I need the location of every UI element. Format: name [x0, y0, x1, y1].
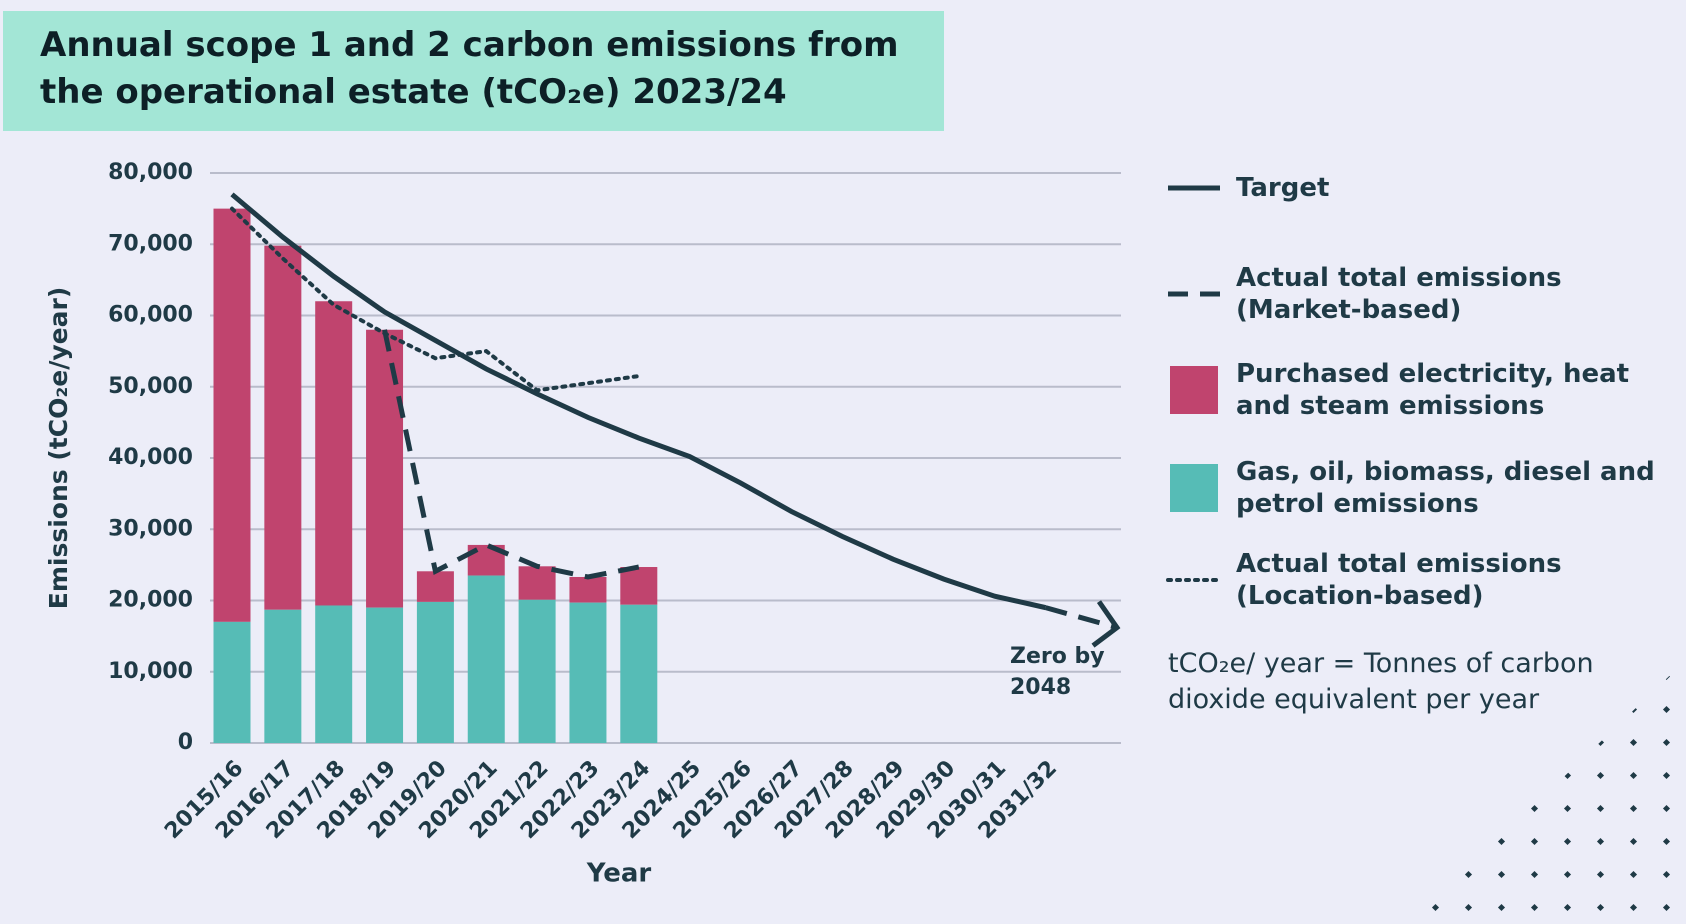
arrow-head: [1091, 600, 1121, 648]
bar: [366, 329, 404, 608]
bar: [620, 604, 658, 743]
arrow: [1044, 605, 1118, 631]
y-tick-label: 60,000: [108, 303, 193, 328]
bar: [416, 601, 454, 743]
legend-swatch: [1170, 464, 1218, 512]
bar: [213, 621, 251, 743]
bar: [366, 607, 404, 743]
y-tick-label: 80,000: [108, 160, 193, 185]
y-tick-label: 70,000: [108, 231, 193, 256]
bar: [264, 245, 302, 610]
bar: [467, 575, 505, 743]
legend-label: Purchased electricity, heat and steam em…: [1236, 359, 1630, 421]
note: tCO₂e/ year = Tonnes of carbon dioxide e…: [1168, 648, 1594, 715]
title-box: [3, 11, 944, 131]
bar: [518, 566, 556, 600]
y-tick-label: 50,000: [108, 374, 193, 399]
annotation: 2048: [1010, 675, 1071, 700]
x-axis-label: Year: [586, 859, 652, 889]
legend-label: Actual total emissions (Market-based): [1236, 263, 1562, 325]
bar: [518, 599, 556, 743]
line: [230, 206, 641, 393]
bar: [620, 567, 658, 605]
line: [230, 192, 1047, 611]
legend-label: Actual total emissions (Location-based): [1236, 549, 1562, 611]
bar: [315, 605, 353, 743]
bar: [569, 576, 607, 603]
chart-title: Annual scope 1 and 2 carbon emissions fr…: [40, 25, 899, 112]
line: [382, 329, 640, 580]
annotation: Zero by: [1010, 644, 1105, 669]
bar: [264, 609, 302, 743]
y-tick-label: 20,000: [108, 588, 193, 613]
legend-swatch: [1170, 366, 1218, 414]
bar: [213, 208, 251, 622]
legend-label: Target: [1236, 173, 1330, 203]
bar: [569, 602, 607, 743]
y-tick-label: 30,000: [108, 516, 193, 541]
y-tick-label: 10,000: [108, 659, 193, 684]
y-tick-label: 0: [178, 730, 193, 755]
bar: [416, 571, 454, 602]
legend-label: Gas, oil, biomass, diesel and petrol emi…: [1236, 457, 1655, 519]
bar: [315, 301, 353, 606]
y-tick-label: 40,000: [108, 445, 193, 470]
y-axis-label: Emissions (tCO₂e/year): [44, 287, 73, 609]
